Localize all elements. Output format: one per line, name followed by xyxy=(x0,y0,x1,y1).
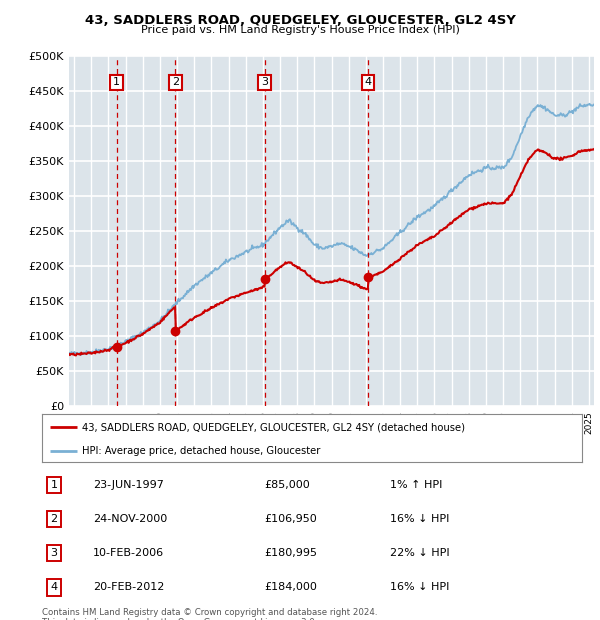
Bar xyxy=(175,56,265,406)
Text: 3: 3 xyxy=(261,78,268,87)
Text: 4: 4 xyxy=(50,582,58,593)
Text: 43, SADDLERS ROAD, QUEDGELEY, GLOUCESTER, GL2 4SY: 43, SADDLERS ROAD, QUEDGELEY, GLOUCESTER… xyxy=(85,14,515,27)
Text: 22% ↓ HPI: 22% ↓ HPI xyxy=(390,548,449,559)
Text: Price paid vs. HM Land Registry's House Price Index (HPI): Price paid vs. HM Land Registry's House … xyxy=(140,25,460,35)
Text: 2: 2 xyxy=(50,514,58,525)
Text: 16% ↓ HPI: 16% ↓ HPI xyxy=(390,582,449,593)
Text: 23-JUN-1997: 23-JUN-1997 xyxy=(93,480,164,490)
Text: 43, SADDLERS ROAD, QUEDGELEY, GLOUCESTER, GL2 4SY (detached house): 43, SADDLERS ROAD, QUEDGELEY, GLOUCESTER… xyxy=(83,422,466,432)
Text: 1: 1 xyxy=(113,78,120,87)
Text: £85,000: £85,000 xyxy=(264,480,310,490)
Text: £184,000: £184,000 xyxy=(264,582,317,593)
Bar xyxy=(368,56,594,406)
Bar xyxy=(265,56,368,406)
Text: 24-NOV-2000: 24-NOV-2000 xyxy=(93,514,167,525)
Text: 16% ↓ HPI: 16% ↓ HPI xyxy=(390,514,449,525)
Bar xyxy=(69,56,116,406)
Text: 4: 4 xyxy=(364,78,371,87)
Text: 3: 3 xyxy=(50,548,58,559)
Text: £106,950: £106,950 xyxy=(264,514,317,525)
Text: 10-FEB-2006: 10-FEB-2006 xyxy=(93,548,164,559)
Bar xyxy=(116,56,175,406)
Text: £180,995: £180,995 xyxy=(264,548,317,559)
Text: HPI: Average price, detached house, Gloucester: HPI: Average price, detached house, Glou… xyxy=(83,446,321,456)
Text: 2: 2 xyxy=(172,78,179,87)
Text: Contains HM Land Registry data © Crown copyright and database right 2024.
This d: Contains HM Land Registry data © Crown c… xyxy=(42,608,377,620)
Text: 1: 1 xyxy=(50,480,58,490)
Text: 1% ↑ HPI: 1% ↑ HPI xyxy=(390,480,442,490)
Text: 20-FEB-2012: 20-FEB-2012 xyxy=(93,582,164,593)
